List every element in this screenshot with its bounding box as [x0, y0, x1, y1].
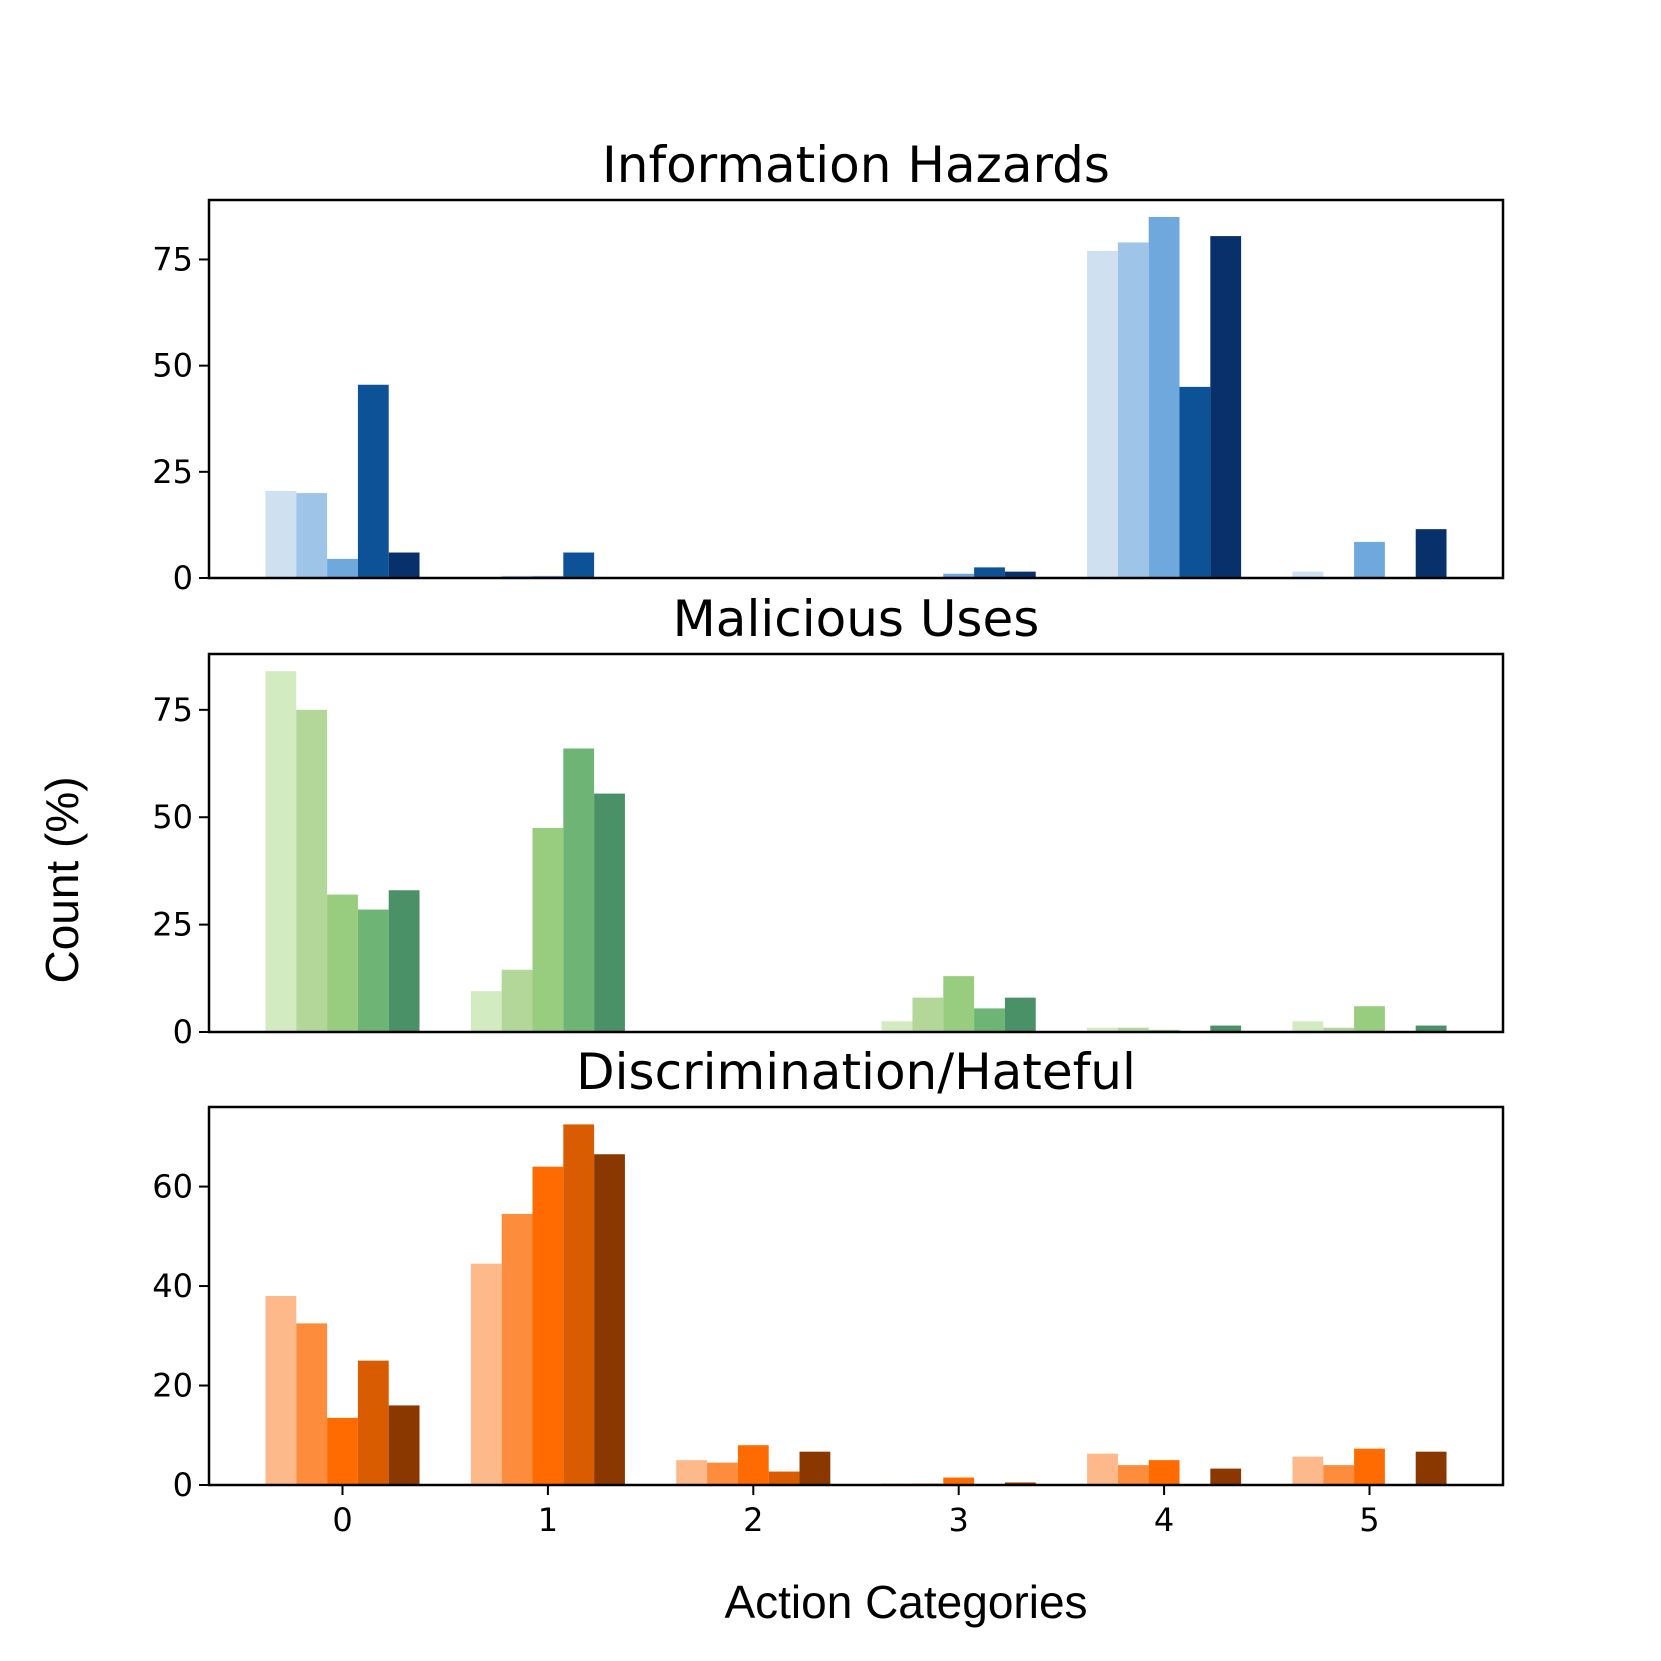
bar	[388, 1405, 420, 1485]
bar	[943, 573, 975, 578]
bar	[1148, 1460, 1180, 1485]
bar	[594, 793, 625, 1032]
bar	[1323, 1465, 1355, 1485]
bar	[974, 1008, 1005, 1033]
bar	[1210, 236, 1242, 578]
bar	[1415, 529, 1447, 578]
x-tick-label: 2	[743, 1501, 763, 1539]
bar	[563, 552, 595, 578]
bar	[296, 1323, 328, 1485]
panel-0: Information Hazards 0 25 50 75	[152, 136, 1505, 597]
bar	[1292, 1021, 1324, 1032]
y-tick-label: 50	[152, 798, 193, 836]
bar	[327, 1417, 358, 1485]
bar	[912, 997, 944, 1032]
bar	[1117, 1465, 1149, 1485]
plot-frame	[207, 198, 1505, 580]
panel-title: Malicious Uses	[673, 590, 1040, 648]
y-tick-label: 0	[173, 559, 193, 597]
bar	[470, 991, 502, 1032]
bar	[1087, 1453, 1118, 1485]
bar	[1292, 571, 1324, 578]
bar	[974, 567, 1005, 578]
bar	[327, 894, 358, 1032]
bar	[357, 1360, 389, 1485]
bar	[1323, 1027, 1355, 1032]
bar	[296, 709, 328, 1032]
bar	[1117, 242, 1149, 578]
bar	[1087, 250, 1118, 578]
x-axis-label: Action Categories	[724, 1576, 1087, 1628]
bar	[676, 1460, 708, 1485]
bar	[501, 969, 533, 1032]
bar	[357, 384, 389, 578]
bar	[265, 1296, 297, 1485]
bar	[1210, 1025, 1242, 1032]
bar	[1087, 1027, 1118, 1032]
bar	[1210, 1468, 1242, 1485]
plot-frame	[207, 652, 1505, 1034]
bar	[265, 490, 297, 578]
bar	[296, 493, 328, 578]
x-tick-label: 3	[949, 1501, 969, 1539]
bar	[532, 1166, 564, 1485]
y-tick-label: 25	[152, 906, 193, 944]
bar	[1004, 571, 1036, 578]
bar	[1148, 216, 1180, 579]
panel-title: Discrimination/Hateful	[576, 1043, 1136, 1101]
bar	[563, 1124, 595, 1485]
y-tick-label: 75	[152, 691, 193, 729]
bar	[1415, 1025, 1447, 1032]
bar	[943, 1477, 975, 1485]
bar	[799, 1451, 831, 1485]
bar	[737, 1445, 769, 1485]
y-tick-label: 60	[152, 1168, 193, 1206]
bar	[1354, 1448, 1385, 1485]
plot-frame	[207, 1105, 1505, 1487]
bar	[563, 748, 595, 1032]
y-axis-label: Count (%)	[36, 776, 88, 983]
bar	[327, 558, 358, 578]
bar	[594, 1154, 625, 1485]
panel-title: Information Hazards	[602, 136, 1110, 194]
y-tick-label: 0	[173, 1013, 193, 1051]
bar	[881, 1021, 913, 1032]
bar	[470, 1263, 502, 1485]
bar	[768, 1471, 800, 1485]
bar	[1004, 997, 1036, 1032]
bar	[1354, 1006, 1385, 1032]
bar	[1117, 1027, 1149, 1032]
y-tick-label: 40	[152, 1267, 193, 1305]
bar	[357, 909, 389, 1032]
x-tick-label: 0	[332, 1501, 352, 1539]
bar	[388, 552, 420, 578]
y-tick-label: 0	[173, 1466, 193, 1504]
bar	[1415, 1451, 1447, 1485]
x-tick-label: 4	[1154, 1501, 1174, 1539]
bar	[1179, 386, 1211, 578]
y-tick-label: 25	[152, 453, 193, 491]
x-tick-label: 1	[538, 1501, 558, 1539]
bar	[707, 1462, 738, 1485]
y-tick-label: 20	[152, 1367, 193, 1405]
bar	[265, 671, 297, 1032]
panel-1: Malicious Uses 0 25 50 75	[152, 590, 1505, 1051]
bar	[532, 827, 564, 1032]
panel-2: Discrimination/Hateful 0 20 40 60 0 1 2 3 4 5	[152, 1043, 1505, 1539]
bar	[388, 890, 420, 1032]
y-tick-label: 50	[152, 347, 193, 385]
x-tick-label: 5	[1359, 1501, 1379, 1539]
y-tick-label: 75	[152, 240, 193, 278]
bar	[501, 1213, 533, 1485]
bar	[943, 976, 975, 1032]
bar	[1354, 541, 1385, 578]
bar	[1292, 1456, 1324, 1485]
